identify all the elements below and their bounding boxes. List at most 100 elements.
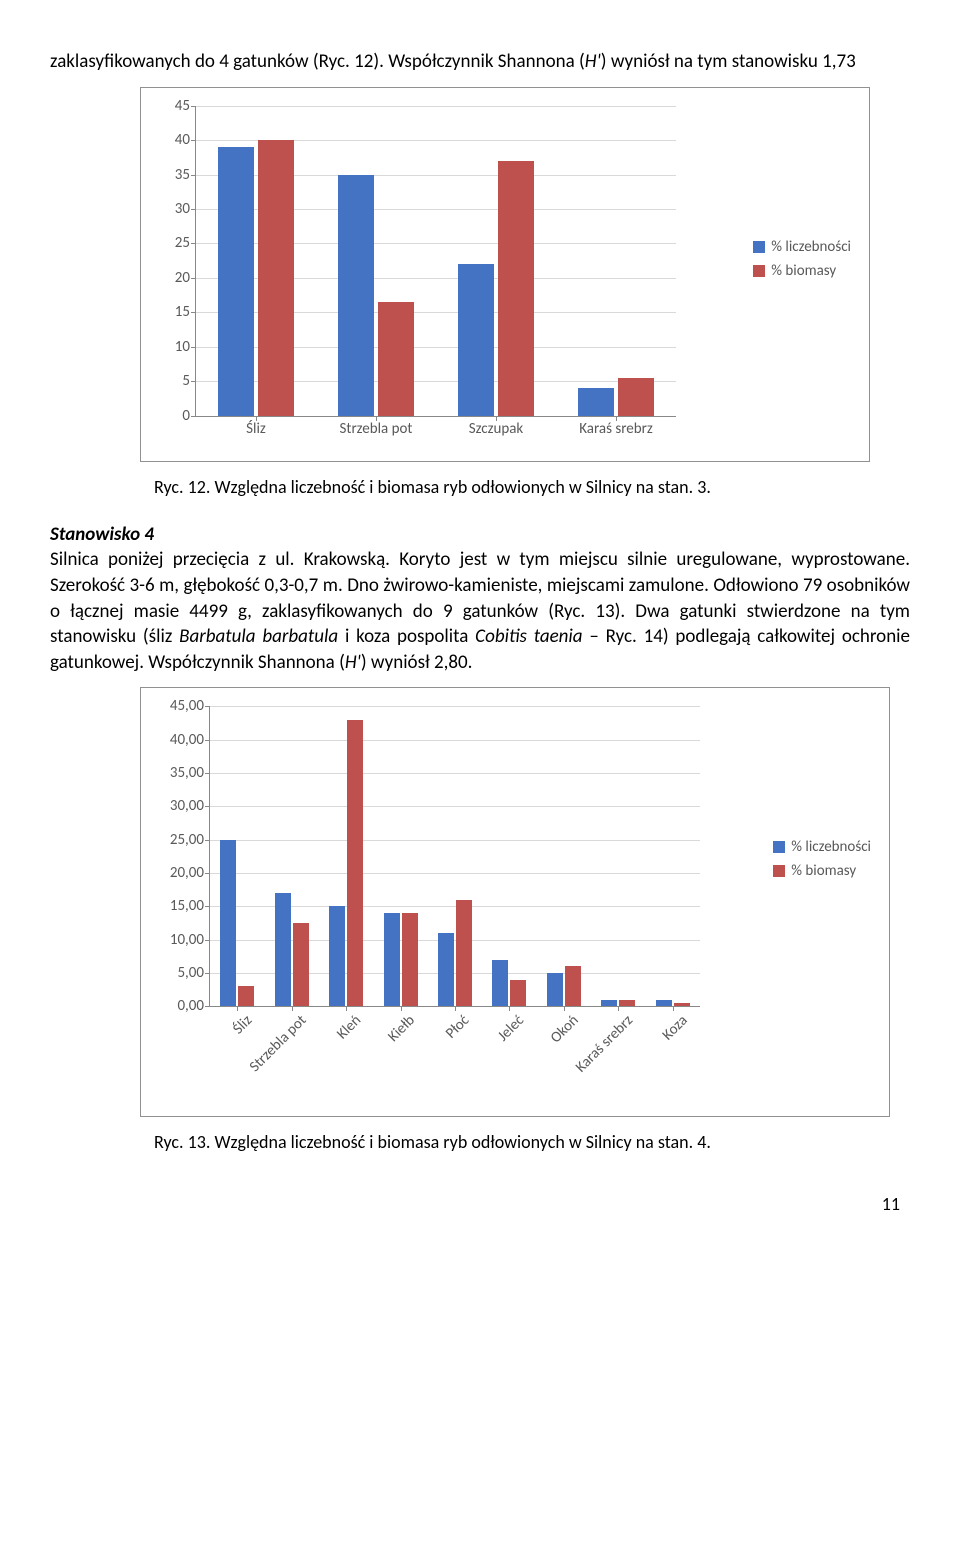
y-tick-label: 40: [175, 131, 196, 149]
chart-figure-12: 051015202530354045ŚlizStrzebla potSzczup…: [140, 87, 870, 462]
x-tick-label: Koza: [653, 1006, 691, 1044]
legend-label: % liczebności: [791, 838, 871, 856]
bar: [601, 1000, 617, 1007]
caption-text: Względna liczebność i biomasa ryb odłowi…: [210, 476, 710, 498]
bar: [458, 264, 494, 416]
legend-swatch: [773, 865, 785, 877]
legend-swatch: [753, 265, 765, 277]
legend-item: % biomasy: [753, 262, 851, 280]
legend-label: % biomasy: [771, 262, 836, 280]
bar: [384, 913, 400, 1006]
text: i koza pospolita: [338, 625, 475, 648]
bar: [338, 175, 374, 416]
grid-line: [196, 106, 676, 107]
legend-label: % liczebności: [771, 238, 851, 256]
x-tick-label: Jeleć: [489, 1006, 528, 1045]
y-tick-label: 0,00: [177, 997, 210, 1015]
bar: [492, 960, 508, 1007]
y-tick-label: 20,00: [170, 864, 210, 882]
caption-text: Względna liczebność i biomasa ryb odłowi…: [210, 1131, 710, 1153]
x-tick-label: Strzebla pot: [340, 416, 413, 438]
legend: % liczebności % biomasy: [753, 238, 851, 286]
y-tick-label: 35: [175, 166, 196, 184]
bar: [619, 1000, 635, 1007]
y-tick-label: 5: [182, 372, 196, 390]
legend-item: % liczebności: [773, 838, 871, 856]
caption-number: Ryc. 13.: [154, 1131, 210, 1153]
bar: [578, 388, 614, 416]
bar: [275, 893, 291, 1006]
species-latin: Cobitis taenia: [475, 625, 582, 648]
shannon-h: H': [345, 651, 361, 674]
y-tick-label: 5,00: [177, 964, 210, 982]
caption-fig13: Ryc. 13. Względna liczebność i biomasa r…: [154, 1131, 910, 1153]
legend-swatch: [753, 241, 765, 253]
bar: [293, 923, 309, 1006]
x-tick-label: Płoć: [437, 1006, 474, 1043]
bar: [378, 302, 414, 416]
y-tick-label: 0: [182, 407, 196, 425]
bar: [456, 900, 472, 1007]
legend-label: % biomasy: [791, 862, 856, 880]
paragraph-stanowisko4: Stanowisko 4 Silnica poniżej przecięcia …: [50, 522, 910, 676]
x-tick-label: Strzebla pot: [240, 1006, 310, 1076]
bar: [510, 980, 526, 1007]
y-tick-label: 25: [175, 234, 196, 252]
legend-item: % biomasy: [773, 862, 871, 880]
bar: [220, 840, 236, 1007]
grid-line: [210, 740, 700, 741]
bar: [347, 720, 363, 1007]
bar: [674, 1003, 690, 1006]
chart-figure-13: 0,00 5,00 10,00 15,00 20,00 25,00 30,00 35,00 40…: [140, 687, 890, 1117]
bar: [258, 140, 294, 416]
bar: [238, 986, 254, 1006]
plot-area: 0,005,0010,0015,0020,0025,0030,0035,0040…: [209, 706, 700, 1007]
x-tick-label: Śliz: [246, 416, 266, 438]
text: ) wyniósł 2,80.: [361, 651, 473, 674]
x-tick-label: Kiełb: [379, 1006, 419, 1046]
bar: [656, 1000, 672, 1007]
bar: [498, 161, 534, 416]
x-tick-label: Karaś srebrz: [579, 416, 653, 438]
y-tick-label: 45: [175, 97, 196, 115]
plot-area: 051015202530354045ŚlizStrzebla potSzczup…: [195, 106, 676, 417]
grid-line: [210, 773, 700, 774]
y-tick-label: 15: [175, 303, 196, 321]
y-tick-label: 30: [175, 200, 196, 218]
section-heading: Stanowisko 4: [50, 523, 154, 546]
y-tick-label: 20: [175, 269, 196, 287]
x-tick-label: Okoń: [541, 1006, 582, 1047]
y-tick-label: 40,00: [170, 731, 210, 749]
y-tick-label: 30,00: [170, 797, 210, 815]
grid-line: [210, 706, 700, 707]
y-tick-label: 35,00: [170, 764, 210, 782]
caption-number: Ryc. 12.: [154, 476, 210, 498]
text: zaklasyfikowanych do 4 gatunków (Ryc. 12…: [50, 50, 585, 73]
grid-line: [210, 806, 700, 807]
shannon-h: H': [585, 50, 601, 73]
y-tick-label: 10,00: [170, 931, 210, 949]
bar: [547, 973, 563, 1006]
bar: [329, 906, 345, 1006]
x-tick-label: Śliz: [223, 1006, 255, 1038]
x-tick-label: Kleń: [327, 1006, 364, 1043]
text: ) wyniósł na tym stanowisku 1,73: [601, 50, 856, 73]
legend-item: % liczebności: [753, 238, 851, 256]
grid-line: [210, 840, 700, 841]
species-latin: Barbatula barbatula: [179, 625, 338, 648]
bar: [438, 933, 454, 1006]
y-tick-label: 15,00: [170, 897, 210, 915]
bar: [565, 966, 581, 1006]
paragraph-intro: zaklasyfikowanych do 4 gatunków (Ryc. 12…: [50, 49, 910, 75]
caption-fig12: Ryc. 12. Względna liczebność i biomasa r…: [154, 476, 910, 498]
bar: [402, 913, 418, 1006]
y-tick-label: 25,00: [170, 831, 210, 849]
grid-line: [210, 873, 700, 874]
bar: [218, 147, 254, 416]
x-tick-label: Karaś srebrz: [566, 1006, 636, 1076]
x-tick-label: Szczupak: [469, 416, 523, 438]
legend-swatch: [773, 841, 785, 853]
y-tick-label: 45,00: [170, 697, 210, 715]
legend: % liczebności % biomasy: [773, 838, 871, 886]
bar: [618, 378, 654, 416]
